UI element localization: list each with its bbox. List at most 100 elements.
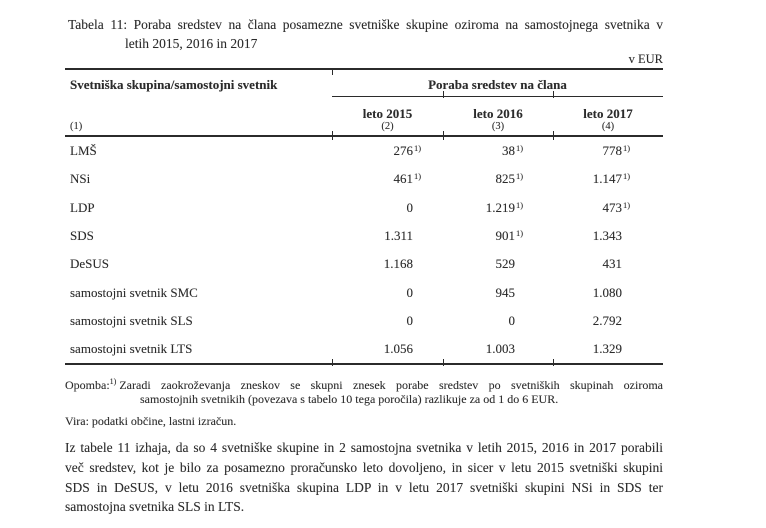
value-cell: 7781) (602, 143, 631, 159)
table-caption: Tabela 11: Poraba sredstev na člana posa… (68, 16, 663, 53)
table-row: samostojni svetnik LTS 1.056 1.003 1.329 (65, 335, 663, 363)
value-text: 0 (406, 199, 414, 215)
value-text: 1.147 (592, 171, 622, 187)
group-name-cell: NSi (70, 171, 91, 187)
value-cell: 1.168 (332, 256, 443, 272)
value-cell: 0 (332, 285, 443, 301)
value-cell: 0 (332, 200, 443, 216)
value-text: 1.056 (383, 341, 413, 357)
value-text: 0 (406, 284, 414, 300)
paragraph-line: več sredstev, kot je bilo za posamezno p… (65, 459, 663, 475)
value-cell: 1.080 (553, 285, 663, 301)
table-header: Svetniška skupina/samostojni svetnik Por… (65, 68, 663, 137)
value-text: 1.219 (485, 199, 515, 215)
group-name-cell: samostojni svetnik LTS (70, 341, 193, 357)
value-cell: 1.003 (443, 341, 553, 357)
table-caption-line2: letih 2015, 2016 in 2017 (125, 35, 258, 51)
value-cell: 0 (443, 313, 553, 329)
value-cell: 4611) (393, 171, 422, 187)
value-text: 2.792 (592, 312, 622, 328)
value-text: 1.168 (383, 256, 413, 272)
column-header-group-name: Svetniška skupina/samostojni svetnik (70, 77, 278, 92)
column-divider-tick (553, 91, 554, 98)
column-header-year-2017: leto 2017 (583, 106, 633, 121)
table-row: LMŠ 2761) 381) 7781) (65, 137, 663, 165)
value-cell: 1.056 (332, 341, 443, 357)
table-row: samostojni svetnik SMC 0 945 1.080 (65, 278, 663, 306)
value-cell: 945 (443, 285, 553, 301)
value-text: 0 (508, 312, 516, 328)
value-cell: 381) (502, 143, 524, 159)
table-row: DeSUS 1.168 529 431 (65, 250, 663, 278)
value-cell: 1.343 (553, 228, 663, 244)
group-name-cell: SDS (70, 228, 94, 244)
table-caption-line1: Tabela 11: Poraba sredstev na člana posa… (68, 16, 663, 35)
footnote-text: Zaradi zaokroževanja zneskov se skupni z… (119, 378, 663, 392)
column-marker-1: (1) (70, 121, 83, 132)
data-table: Svetniška skupina/samostojni svetnik Por… (65, 68, 663, 366)
value-text: 473 (602, 199, 623, 215)
value-text: 1.003 (485, 341, 515, 357)
table-notes: Opomba:1) Zaradi zaokroževanja zneskov se… (65, 375, 663, 429)
unit-label: v EUR (628, 52, 663, 66)
value-cell: 0 (332, 313, 443, 329)
column-marker-4: (4) (601, 121, 615, 132)
value-text: 778 (602, 143, 623, 159)
value-text: 1.329 (592, 341, 622, 357)
footnote-label: Opomba: (65, 378, 110, 392)
table-row: LDP 0 1.2191) 4731) (65, 194, 663, 222)
body-paragraph: Iz tabele 11 izhaja, da so 4 svetniške s… (65, 438, 663, 517)
value-cell: 431 (553, 256, 663, 272)
column-header-year-2016: leto 2016 (473, 106, 523, 121)
paragraph-line: samostojna svetnika SLS in LTS. (65, 499, 245, 515)
source-note: Vira: podatki občine, lastni izračun. (65, 414, 237, 429)
value-cell: 2761) (393, 143, 422, 159)
table-row: samostojni svetnik SLS 0 0 2.792 (65, 307, 663, 335)
column-divider-tick (332, 70, 333, 75)
value-cell: 1.311 (332, 228, 443, 244)
table-caption-label: Tabela 11: (68, 17, 128, 32)
table-body: LMŠ 2761) 381) 7781) NSi 4611) 8251) 1.1471) LDP… (65, 137, 663, 366)
value-cell: 8251) (495, 171, 524, 187)
column-header-spending: Poraba sredstev na člana (428, 77, 567, 92)
value-text: 1.343 (592, 228, 622, 244)
table-caption-text: Poraba sredstev na člana posamezne svetn… (133, 17, 663, 32)
group-name-cell: DeSUS (70, 256, 110, 272)
value-text: 945 (495, 284, 516, 300)
value-text: 1.311 (384, 228, 413, 244)
column-divider-tick (443, 131, 444, 140)
header-divider (332, 96, 663, 97)
value-text: 276 (393, 143, 414, 159)
column-divider-tick (443, 359, 444, 366)
column-marker-2: (2) (381, 121, 394, 132)
column-divider-tick (443, 91, 444, 98)
paragraph-line: Iz tabele 11 izhaja, da so 4 svetniške s… (65, 440, 663, 455)
value-text: 1.080 (592, 284, 622, 300)
table-row: NSi 4611) 8251) 1.1471) (65, 165, 663, 193)
group-name-cell: samostojni svetnik SMC (70, 284, 198, 300)
column-divider-tick (332, 131, 333, 140)
footnote-line1: Opomba:1) Zaradi zaokroževanja zneskov se… (65, 375, 663, 393)
value-text: 431 (602, 256, 623, 272)
paragraph-line: SDS in DeSUS, v letu 2016 svetniška skup… (65, 479, 663, 495)
table-row: SDS 1.311 9011) 1.343 (65, 222, 663, 250)
footnote-marker: 1) (109, 377, 117, 386)
value-cell: 1.1471) (592, 171, 631, 187)
value-cell: 1.329 (553, 341, 663, 357)
value-cell: 529 (443, 256, 553, 272)
group-name-cell: LMŠ (70, 143, 97, 159)
value-cell: 4731) (602, 199, 631, 215)
value-text: 901 (495, 228, 516, 244)
column-divider-tick (332, 359, 333, 366)
group-name-cell: LDP (70, 199, 95, 215)
value-text: 0 (406, 312, 414, 328)
column-header-year-2015: leto 2015 (362, 106, 413, 121)
value-cell: 1.2191) (485, 199, 524, 215)
group-name-cell: samostojni svetnik SLS (70, 312, 193, 328)
value-text: 461 (393, 171, 414, 187)
footnote-line2: samostojnih svetnikih (povezava s tabelo… (140, 391, 559, 406)
value-text: 38 (502, 143, 515, 159)
value-text: 529 (495, 256, 516, 272)
value-cell: 9011) (495, 228, 524, 244)
